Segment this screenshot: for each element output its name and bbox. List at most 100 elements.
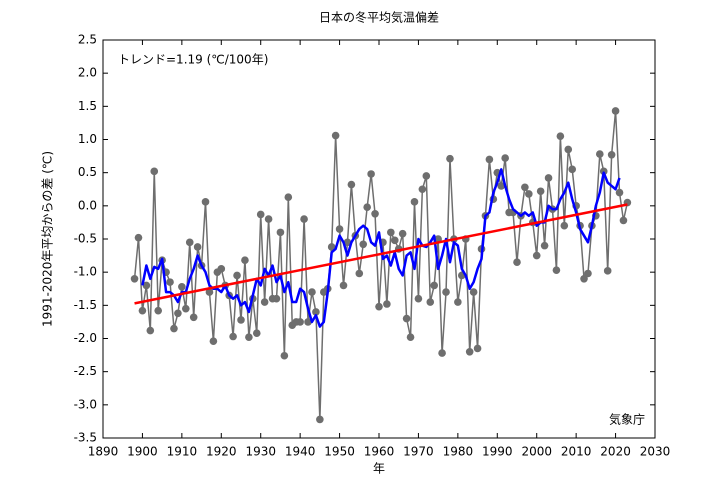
annual-point bbox=[406, 333, 415, 341]
annual-point bbox=[426, 298, 435, 306]
annual-point bbox=[347, 180, 356, 189]
annual-point bbox=[264, 215, 273, 223]
annual-point bbox=[375, 302, 383, 311]
annual-point bbox=[615, 188, 624, 197]
source-annotation: 気象庁 bbox=[609, 412, 645, 427]
annual-point bbox=[241, 256, 249, 265]
annual-point bbox=[308, 288, 316, 296]
annual-point bbox=[556, 132, 565, 140]
annual-point bbox=[339, 281, 348, 290]
annual-point bbox=[540, 241, 549, 250]
annual-point bbox=[205, 288, 214, 296]
annual-point bbox=[312, 308, 320, 316]
annual-point bbox=[296, 318, 304, 326]
annual-point bbox=[327, 243, 336, 251]
y-tick-label: -1.5 bbox=[74, 298, 97, 312]
annual-point bbox=[174, 309, 182, 318]
annual-point bbox=[284, 193, 293, 202]
annual-point bbox=[233, 271, 241, 280]
annual-point bbox=[418, 185, 427, 194]
x-tick-label: 1950 bbox=[324, 445, 355, 459]
y-tick-label: -0.5 bbox=[74, 232, 97, 246]
annual-point bbox=[442, 288, 450, 296]
annual-line bbox=[133, 110, 629, 421]
y-axis-label: 1991-2020年平均からの差 (℃) bbox=[41, 151, 55, 327]
annual-point bbox=[304, 318, 312, 326]
annual-point bbox=[359, 240, 368, 249]
annual-point bbox=[390, 236, 399, 245]
annual-point bbox=[217, 265, 226, 273]
annual-point bbox=[355, 269, 364, 278]
annual-point bbox=[532, 251, 541, 260]
annual-point bbox=[276, 228, 285, 237]
y-tick-label: 1.0 bbox=[78, 132, 97, 146]
x-tick-label: 2010 bbox=[561, 445, 592, 459]
annual-point bbox=[469, 288, 478, 296]
x-tick-label: 1920 bbox=[206, 445, 237, 459]
annual-point bbox=[383, 300, 391, 308]
annual-point bbox=[245, 333, 253, 341]
annual-point bbox=[185, 238, 194, 247]
y-tick-label: 2.0 bbox=[78, 66, 97, 80]
annual-point bbox=[619, 216, 628, 225]
x-tick-label: 1960 bbox=[364, 445, 395, 459]
annual-point bbox=[154, 306, 162, 315]
annual-point bbox=[300, 215, 308, 223]
annual-point bbox=[525, 190, 533, 198]
y-tick-label: -2.5 bbox=[74, 364, 97, 378]
annual-point bbox=[182, 304, 190, 313]
y-tick-label: 0.0 bbox=[78, 198, 97, 212]
annual-point bbox=[280, 351, 289, 360]
annual-point bbox=[367, 170, 375, 178]
x-tick-label: 2020 bbox=[600, 445, 631, 459]
annual-point bbox=[560, 221, 569, 230]
x-tick-label: 1940 bbox=[285, 445, 316, 459]
chart-title: 日本の冬平均気温偏差 bbox=[319, 10, 439, 25]
annual-point bbox=[485, 155, 494, 164]
annual-point bbox=[237, 316, 245, 324]
annual-point bbox=[229, 332, 237, 341]
y-tick-label: -1.0 bbox=[74, 265, 97, 279]
annual-point bbox=[422, 172, 431, 180]
annual-point bbox=[343, 238, 352, 247]
annual-point bbox=[465, 347, 474, 356]
annual-point bbox=[568, 165, 576, 174]
annual-point bbox=[513, 258, 521, 267]
trend-line bbox=[134, 203, 628, 305]
annual-point bbox=[189, 313, 198, 322]
annual-point bbox=[501, 154, 509, 162]
annual-point bbox=[430, 281, 439, 290]
annual-point bbox=[178, 282, 186, 291]
annual-point bbox=[607, 150, 616, 159]
annual-point bbox=[398, 229, 407, 238]
annual-point bbox=[150, 167, 159, 176]
y-tick-label: -2.0 bbox=[74, 331, 97, 345]
annual-point bbox=[387, 228, 395, 237]
y-tick-label: 0.5 bbox=[78, 165, 97, 179]
annual-point bbox=[201, 198, 210, 206]
x-tick-label: 1980 bbox=[443, 445, 474, 459]
y-tick-label: 1.5 bbox=[78, 99, 97, 113]
annual-point bbox=[446, 154, 454, 163]
annual-point bbox=[130, 275, 139, 283]
annual-point bbox=[564, 145, 573, 154]
annual-point bbox=[596, 150, 604, 158]
annual-point bbox=[599, 167, 608, 176]
annual-point bbox=[402, 314, 411, 323]
annual-point bbox=[146, 326, 155, 335]
y-tick-label: -3.0 bbox=[74, 397, 97, 411]
annual-point bbox=[272, 294, 281, 303]
annual-point bbox=[552, 266, 561, 274]
x-tick-label: 1900 bbox=[127, 445, 158, 459]
annual-point bbox=[536, 187, 545, 196]
annual-point bbox=[316, 415, 324, 424]
annual-point bbox=[497, 182, 506, 190]
x-tick-label: 1930 bbox=[245, 445, 276, 459]
y-tick-label: 2.5 bbox=[78, 33, 97, 47]
x-tick-label: 1910 bbox=[167, 445, 198, 459]
annual-point bbox=[414, 294, 423, 303]
annual-point bbox=[166, 278, 174, 286]
annual-point bbox=[142, 281, 151, 290]
